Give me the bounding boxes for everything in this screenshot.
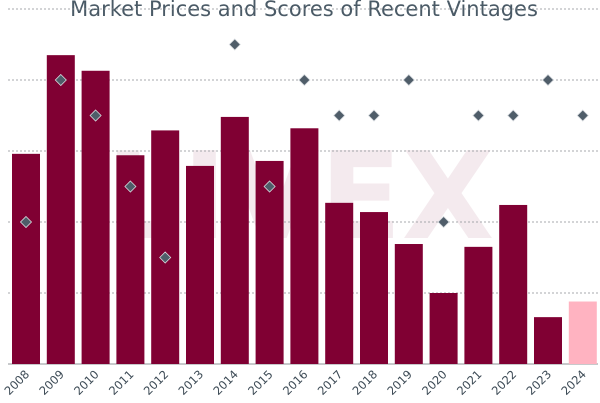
x-tick-label: 2022 xyxy=(489,367,520,398)
x-axis-ticks: 2008 2009 2010 2011 2012 2013 2014 2015 2016 2017… xyxy=(2,367,589,398)
score-point-2022 xyxy=(507,109,520,122)
bar-2020 xyxy=(429,293,458,364)
score-point-2020 xyxy=(437,215,450,229)
bar-2016 xyxy=(290,128,319,364)
bar-2019 xyxy=(394,244,423,364)
bar-2022 xyxy=(499,204,528,364)
score-point-2008 xyxy=(19,215,33,229)
score-point-2021 xyxy=(472,109,485,122)
x-tick-label: 2010 xyxy=(71,367,102,398)
score-point-2017 xyxy=(333,109,346,122)
bar-2018 xyxy=(360,212,388,364)
score-point-2012 xyxy=(159,251,172,264)
x-tick-label: 2014 xyxy=(210,367,241,398)
score-point-2023 xyxy=(541,73,555,87)
x-tick-label: 2009 xyxy=(36,367,67,398)
bar-series xyxy=(12,55,597,365)
bar-2013 xyxy=(186,165,214,364)
chart-title: Market Prices and Scores of Recent Vinta… xyxy=(70,0,538,21)
x-tick-label: 2012 xyxy=(141,367,172,398)
bar-2021 xyxy=(464,246,493,364)
score-point-2009 xyxy=(54,73,67,87)
x-tick-label: 2020 xyxy=(419,367,450,398)
bar-2017 xyxy=(325,202,354,364)
x-tick-label: 2024 xyxy=(558,367,589,398)
score-point-2016 xyxy=(298,73,311,87)
bar-2024 xyxy=(568,301,597,364)
bar-2012 xyxy=(151,130,180,364)
x-tick-label: 2013 xyxy=(176,367,207,398)
bar-2015 xyxy=(255,160,284,364)
bar-2009 xyxy=(46,55,75,365)
x-tick-label: 2011 xyxy=(106,367,137,398)
score-point-2019 xyxy=(402,73,415,87)
bar-2023 xyxy=(534,317,562,364)
x-tick-label: 2008 xyxy=(2,367,33,398)
x-tick-label: 2023 xyxy=(524,367,555,398)
score-point-2010 xyxy=(89,109,102,122)
score-series xyxy=(19,38,589,264)
bar-2008 xyxy=(12,153,40,364)
x-tick-label: 2021 xyxy=(454,367,485,398)
score-point-2015 xyxy=(263,180,276,193)
score-point-2024 xyxy=(576,109,589,122)
x-tick-label: 2017 xyxy=(315,367,346,398)
score-point-2018 xyxy=(367,109,381,122)
bar-2014 xyxy=(220,116,249,364)
x-tick-label: 2019 xyxy=(384,367,415,398)
score-point-2014 xyxy=(228,38,241,51)
x-tick-label: 2016 xyxy=(280,367,311,398)
score-point-2011 xyxy=(124,180,137,193)
x-tick-label: 2018 xyxy=(350,367,381,398)
x-tick-label: 2015 xyxy=(245,367,276,398)
